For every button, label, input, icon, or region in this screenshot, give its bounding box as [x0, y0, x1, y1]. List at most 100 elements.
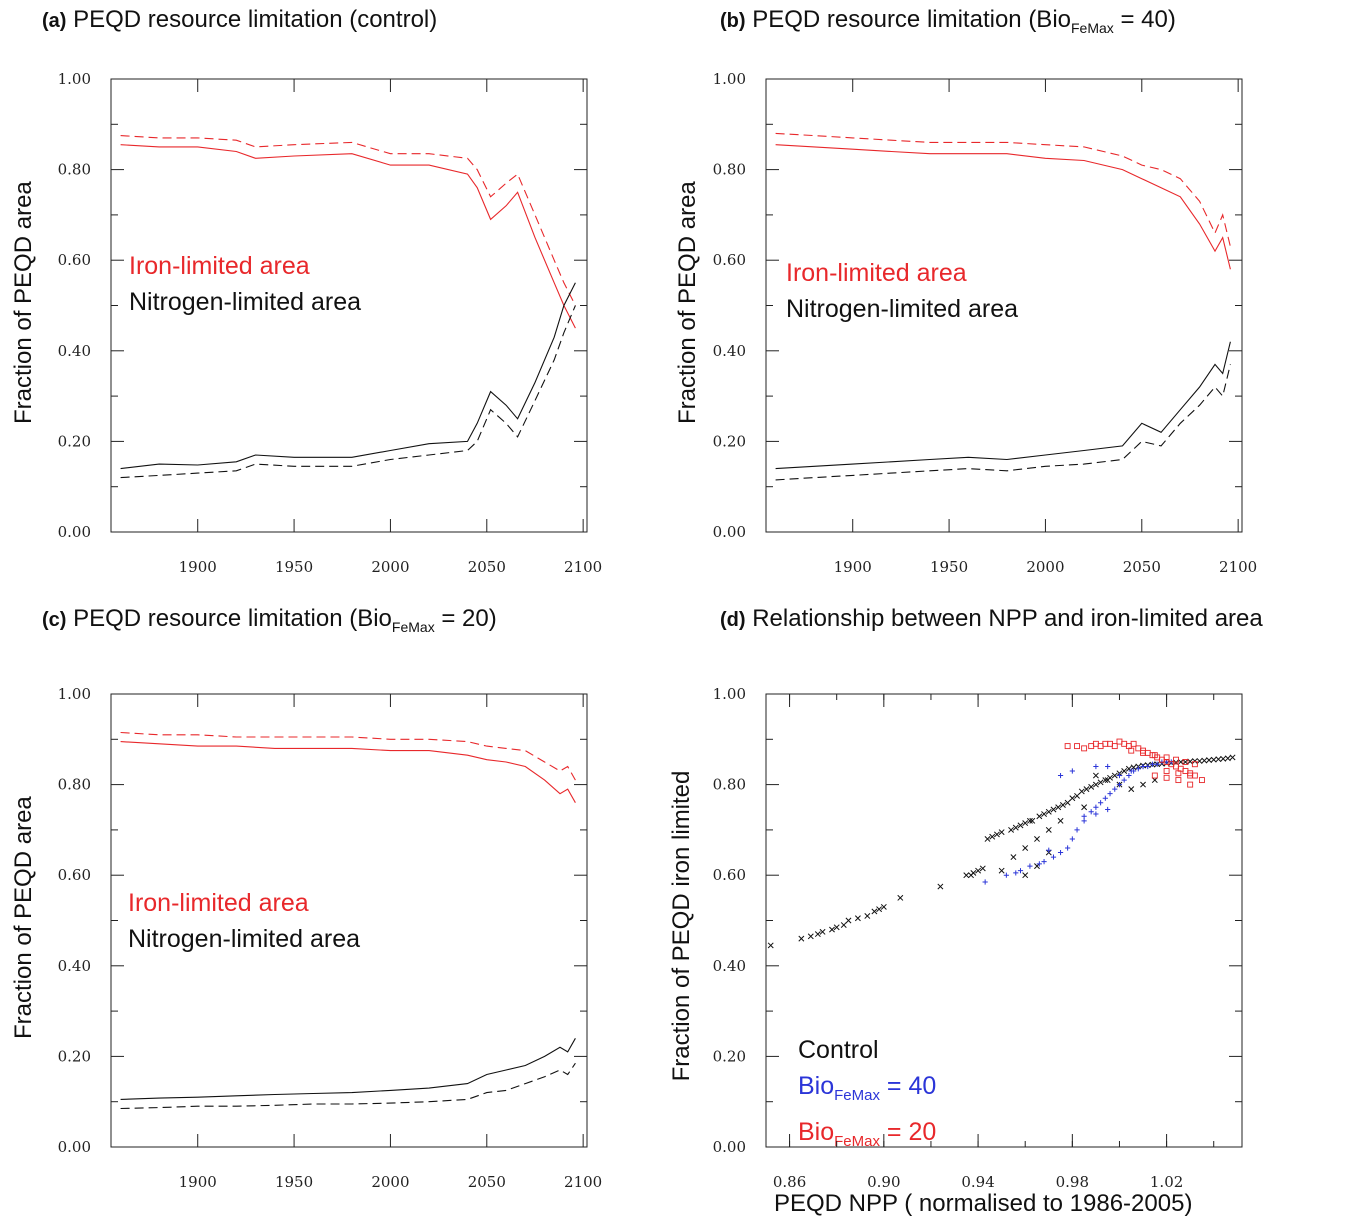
panel-d-title: (d) Relationship between NPP and iron-li…: [720, 605, 1263, 633]
bio40-point: [1003, 872, 1009, 878]
panel-b-legend: Iron-limited area Nitrogen-limited area: [786, 255, 1018, 327]
bio20-point: [1128, 747, 1135, 754]
bio20-point: [1088, 743, 1095, 750]
control-point: [814, 931, 821, 938]
bio20-point: [1064, 743, 1071, 750]
legend-iron: Iron-limited area: [786, 259, 967, 287]
bio20-point: [1163, 754, 1170, 761]
bio40-point: [1041, 859, 1047, 865]
control-point: [1220, 755, 1227, 762]
y-tick-label: 1.00: [713, 685, 746, 703]
control-point: [1111, 772, 1118, 779]
y-tick-label: 0.20: [713, 1047, 746, 1065]
panel-c-title-post: = 20): [434, 605, 497, 632]
control-point: [1097, 779, 1104, 786]
legend-bio40-sub: FeMax: [834, 1087, 880, 1104]
control-point: [989, 833, 996, 840]
bio40-point: [1081, 818, 1087, 824]
bio20-point: [1135, 745, 1142, 752]
y-tick-label: 0.00: [58, 1138, 91, 1156]
bio40-point: [1121, 777, 1127, 783]
control-point: [1022, 820, 1029, 827]
y-tick-label: 0.80: [58, 161, 91, 179]
control-point: [998, 829, 1005, 836]
bio40-point: [1065, 845, 1071, 851]
control-point: [829, 926, 835, 933]
bio20-point: [1182, 768, 1189, 774]
y-tick-label: 0.00: [713, 1138, 746, 1156]
y-tick-label: 1.00: [58, 70, 91, 88]
control-point: [1201, 757, 1208, 764]
bio40-point: [1128, 768, 1134, 774]
x-tick-label: 2100: [564, 1173, 602, 1191]
iron-dashed-series-line: [775, 132, 1231, 247]
panel-a-legend: Iron-limited area Nitrogen-limited area: [129, 248, 361, 320]
control-point: [819, 928, 826, 935]
bio40-point: [1116, 772, 1123, 779]
bio40-point: [1145, 763, 1151, 770]
bio40-point: [1046, 847, 1052, 853]
bio40-point: [1027, 863, 1033, 869]
control-point: [1036, 813, 1043, 820]
x-tick-label: 2050: [468, 1173, 506, 1191]
control-point: [984, 836, 991, 842]
control-point: [876, 906, 883, 913]
control-point: [1182, 758, 1189, 765]
panel-b-title-sub: FeMax: [1071, 19, 1114, 36]
control-point: [975, 867, 982, 874]
x-tick-label: 0.86: [773, 1173, 806, 1191]
bio20-point: [1111, 743, 1118, 750]
control-point: [798, 935, 805, 942]
control-point: [833, 924, 840, 931]
y-tick-label: 0.40: [713, 342, 746, 360]
bio40-point: [1069, 768, 1075, 774]
panel-a-title-text: PEQD resource limitation (control): [73, 6, 438, 33]
panel-a-title: (a) PEQD resource limitation (control): [42, 6, 437, 34]
plot-frame: [765, 78, 1243, 533]
control-point: [1055, 804, 1062, 811]
control-point: [1057, 817, 1064, 824]
control-point: [1008, 826, 1015, 833]
x-tick-label: 1950: [930, 558, 968, 576]
nitrogen-dashed-series-line: [120, 305, 576, 479]
legend-bio20: BioFeMax = 20: [798, 1114, 936, 1160]
panel-b-title-post: = 40): [1113, 6, 1176, 33]
iron-dashed-series-line: [120, 135, 576, 306]
y-tick-label: 0.40: [58, 342, 91, 360]
bio40-point: [1093, 804, 1099, 810]
control-point: [1088, 783, 1095, 790]
control-point: [1081, 804, 1088, 811]
x-tick-label: 1.02: [1150, 1173, 1183, 1191]
bio20-point: [1097, 743, 1104, 750]
bio40-point: [1057, 772, 1064, 779]
bio20-point: [1187, 781, 1194, 788]
y-tick-label: 0.40: [713, 957, 746, 975]
control-point: [963, 872, 970, 879]
control-point: [1017, 822, 1024, 829]
x-tick-label: 2100: [1219, 558, 1257, 576]
x-tick-label: 1950: [275, 1173, 313, 1191]
control-point: [1121, 768, 1128, 774]
control-point: [1224, 755, 1231, 762]
x-tick-label: 0.98: [1056, 1173, 1089, 1191]
control-point: [1128, 786, 1135, 793]
bio40-point: [1069, 836, 1075, 842]
bio20-point: [1173, 756, 1179, 763]
control-point: [1215, 756, 1222, 763]
y-tick-label: 0.00: [58, 523, 91, 541]
control-point: [1022, 872, 1029, 879]
control-point: [1229, 754, 1236, 761]
bio20-point: [1130, 740, 1137, 747]
x-tick-label: 0.94: [961, 1173, 994, 1191]
control-point: [1078, 788, 1085, 795]
control-point: [1102, 777, 1109, 784]
legend-bio40: BioFeMax = 40: [798, 1068, 936, 1114]
panel-d-xlabel: PEQD NPP ( normalised to 1986-2005): [774, 1190, 1193, 1217]
nitrogen-solid-series-line: [120, 282, 576, 470]
control-point: [979, 865, 986, 872]
control-point: [1022, 845, 1029, 851]
legend-bio20-sub: FeMax: [834, 1133, 880, 1150]
control-point: [1191, 758, 1198, 764]
y-tick-label: 0.40: [58, 957, 91, 975]
y-tick-label: 0.20: [58, 1047, 91, 1065]
